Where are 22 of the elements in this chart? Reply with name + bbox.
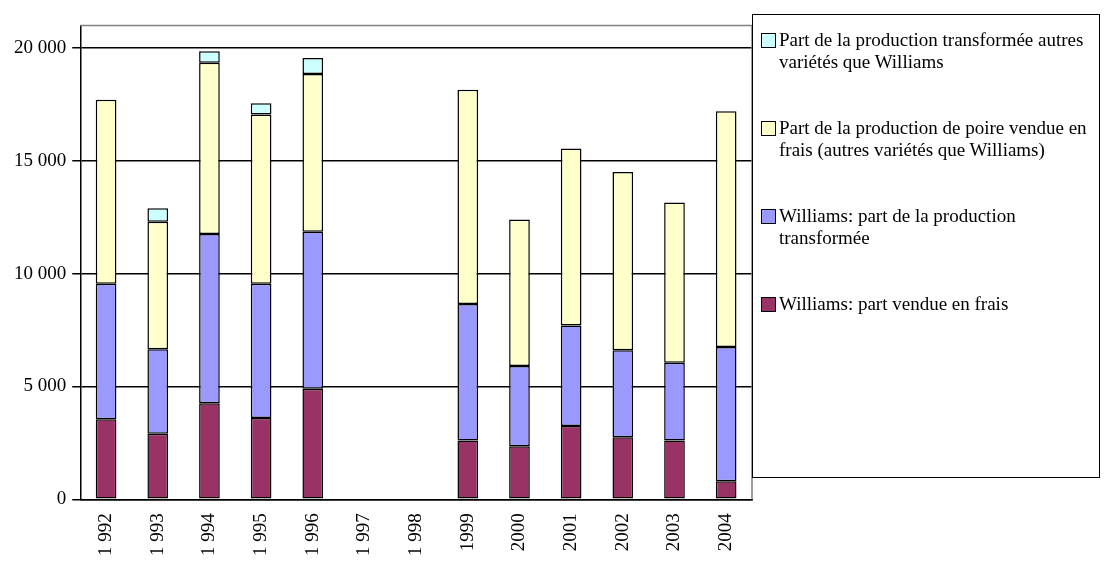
x-tick-label: 1 997 [352, 513, 374, 556]
x-tick-label: 1 998 [404, 513, 426, 556]
x-tick-label: 1999 [455, 513, 477, 552]
y-tick-label: 20 000 [14, 35, 67, 57]
x-tick-label: 1 994 [197, 512, 219, 556]
x-tick-label: 1 992 [94, 513, 116, 556]
y-tick-label: 5 000 [23, 374, 67, 396]
x-tick-label: 1 993 [145, 513, 167, 556]
x-tick-label: 1 996 [300, 513, 322, 556]
x-tick-label: 2003 [662, 513, 684, 552]
x-tick-label: 2004 [714, 512, 736, 552]
legend-label: Part de la production de poire vendue en frais (autres variétés que Williams) [779, 117, 1088, 161]
x-tick-label: 2000 [507, 513, 529, 552]
legend-label: Part de la production transformée autres variétés que Williams [779, 29, 1085, 73]
x-tick-label: 2002 [610, 513, 632, 552]
x-tick-label: 2001 [559, 513, 581, 552]
x-tick-label: 1 995 [249, 513, 271, 556]
y-tick-label: 10 000 [14, 261, 67, 283]
y-tick-label: 0 [56, 487, 67, 509]
legend-label: Williams: part vendue en frais [779, 293, 1009, 315]
y-tick-label: 15 000 [14, 148, 67, 170]
legend-label: Williams: part de la production transformée [779, 205, 1017, 249]
